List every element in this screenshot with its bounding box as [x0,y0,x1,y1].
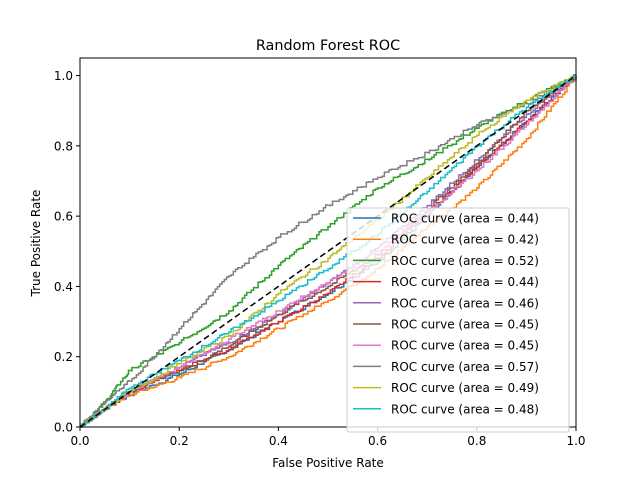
y-tick-label: 0.2 [54,350,73,364]
roc-curve-line-2 [80,75,577,428]
y-tick-label: 0.6 [54,210,73,224]
legend-box [346,207,570,433]
x-tick-label: 0.6 [368,434,387,448]
roc-curve-line-3 [80,74,576,428]
roc-curve-line-8 [80,74,576,428]
legend-label: ROC curve (area = 0.48) [391,402,539,416]
x-axis-label: False Positive Rate [272,456,384,470]
x-tick-label: 0.2 [170,434,189,448]
roc-curve-line-10 [80,75,577,428]
axes-frame [79,57,577,428]
legend-label: ROC curve (area = 0.52) [391,254,539,268]
legend: ROC curve (area = 0.44) ROC curve (area =… [346,207,570,433]
legend-label: ROC curve (area = 0.44) [391,212,539,226]
plot-area: 0.0 0.2 0.4 0.6 0.8 1.00.00.20.40.60.81.0ROC … [54,57,586,448]
legend-label: ROC curve (area = 0.45) [391,339,539,353]
legend-label: ROC curve (area = 0.45) [391,318,539,332]
y-tick-label: 0.0 [54,421,73,435]
x-tick-label: 0.4 [269,434,288,448]
legend-label: ROC curve (area = 0.49) [391,381,539,395]
y-tick-label: 1.0 [54,69,73,83]
y-axis-label: True Positive Rate [29,190,43,298]
legend-label: ROC curve (area = 0.57) [391,360,539,374]
roc-curve-line-6 [80,75,577,428]
legend-label: ROC curve (area = 0.46) [391,296,539,310]
legend-label: ROC curve (area = 0.42) [391,233,539,247]
y-tick-label: 0.8 [54,139,73,153]
y-tick-label: 0.4 [54,280,73,294]
x-tick-label: 0.8 [467,434,486,448]
diagonal-reference-line [79,74,577,428]
x-tick-label: 1.0 [566,434,585,448]
x-tick-label: 0.0 [70,434,89,448]
chart-title: Random Forest ROC [256,38,400,54]
legend-label: ROC curve (area = 0.44) [391,275,539,289]
